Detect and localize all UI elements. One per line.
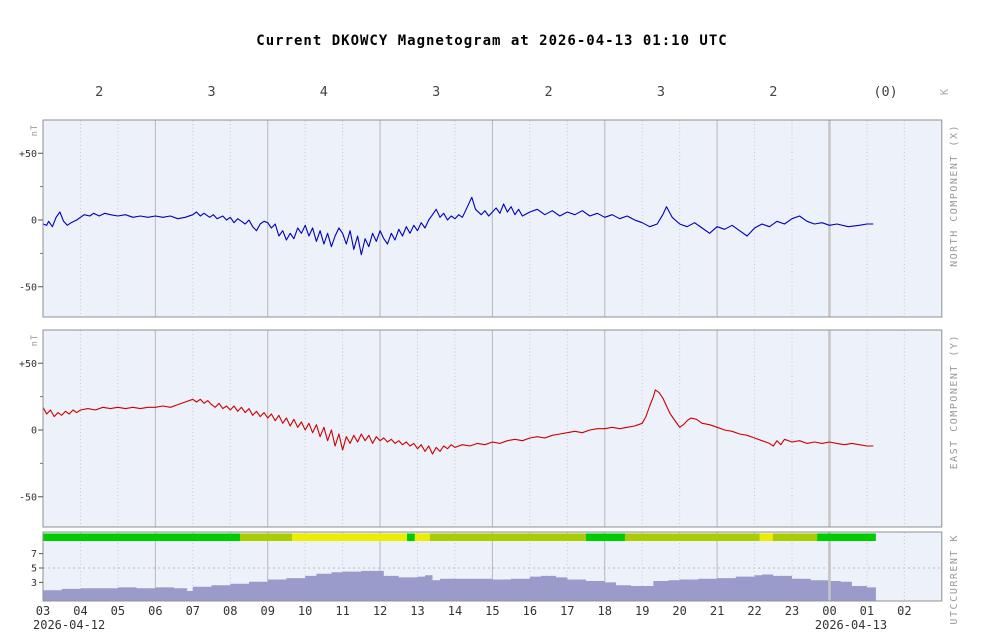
k-index-value: 4 bbox=[320, 84, 328, 100]
k-color-bar-segment-yellow-green bbox=[772, 533, 818, 541]
x-hour-label: 21 bbox=[710, 604, 724, 618]
date-label-right: 2026-04-13 bbox=[815, 618, 887, 632]
k-color-bar-segment-yellow bbox=[414, 533, 430, 541]
k-index-value: (0) bbox=[873, 84, 897, 100]
x-hour-label: 20 bbox=[672, 604, 686, 618]
y-tick-label: 0 bbox=[31, 426, 37, 437]
page-title: Current DKOWCY Magnetogram at 2026-04-13… bbox=[256, 33, 728, 49]
k-index-value: 3 bbox=[657, 84, 665, 100]
k-tick-label: 3 bbox=[31, 578, 37, 589]
x-hour-label: 06 bbox=[148, 604, 162, 618]
unit-label-nt: nT bbox=[30, 124, 40, 136]
date-label-left: 2026-04-12 bbox=[33, 618, 105, 632]
k-index-value: 2 bbox=[769, 84, 777, 100]
k-color-bar-segment-yellow bbox=[292, 533, 408, 541]
x-hour-label: 10 bbox=[298, 604, 312, 618]
x-hour-label: 17 bbox=[560, 604, 574, 618]
east_component_y-series-line bbox=[42, 389, 874, 455]
x-hour-label: 05 bbox=[111, 604, 125, 618]
k-color-bar-segment-green bbox=[817, 533, 876, 541]
k-tick-label: 7 bbox=[31, 549, 37, 560]
north_component_x-series-line bbox=[42, 196, 874, 256]
y-tick-label: -50 bbox=[19, 492, 37, 503]
y-tick-label: -50 bbox=[19, 282, 37, 293]
panel-border-current-k bbox=[42, 531, 943, 602]
x-hour-label: 07 bbox=[186, 604, 200, 618]
y-tick-label: +50 bbox=[19, 149, 37, 160]
k-color-bar-segment-yellow-green bbox=[624, 533, 760, 541]
x-hour-label: 08 bbox=[223, 604, 237, 618]
panel-side-label-east_component_y: EAST COMPONENT (Y) bbox=[949, 334, 960, 469]
k-tick-label: 5 bbox=[31, 564, 37, 575]
y-tick-label: +50 bbox=[19, 359, 37, 370]
k-color-bar-segment-yellow-green bbox=[239, 533, 293, 541]
panel-side-label-current-k: CURRENT K bbox=[949, 534, 960, 602]
x-hour-label: 11 bbox=[335, 604, 349, 618]
y-tick-label: 0 bbox=[31, 216, 37, 227]
x-hour-label: 18 bbox=[598, 604, 612, 618]
x-hour-label: 00 bbox=[822, 604, 836, 618]
current-k-area bbox=[43, 570, 876, 601]
k-color-bar-segment-green bbox=[586, 533, 625, 541]
x-hour-label: 16 bbox=[523, 604, 537, 618]
panel-border-east_component_y bbox=[42, 329, 943, 528]
x-hour-label: 15 bbox=[485, 604, 499, 618]
x-hour-label: 14 bbox=[448, 604, 462, 618]
x-hour-label: 09 bbox=[260, 604, 274, 618]
x-hour-label: 04 bbox=[73, 604, 87, 618]
x-hour-label: 22 bbox=[747, 604, 761, 618]
k-index-value: 2 bbox=[545, 84, 553, 100]
k-index-value: 3 bbox=[432, 84, 440, 100]
panel-border-north_component_x bbox=[42, 119, 943, 318]
k-index-value: 2 bbox=[95, 84, 103, 100]
x-hour-label: 03 bbox=[36, 604, 50, 618]
k-color-bar-segment-yellow bbox=[759, 533, 773, 541]
k-color-bar-segment-green bbox=[43, 533, 240, 541]
k-color-bar-segment-yellow-green bbox=[429, 533, 587, 541]
k-index-value: 3 bbox=[207, 84, 215, 100]
x-hour-label: 13 bbox=[410, 604, 424, 618]
unit-label-nt: nT bbox=[30, 334, 40, 346]
x-hour-label: 01 bbox=[860, 604, 874, 618]
x-hour-label: 12 bbox=[373, 604, 387, 618]
panel-side-label-north_component_x: NORTH COMPONENT (X) bbox=[949, 124, 960, 267]
utc-label: UTC bbox=[949, 602, 960, 625]
k-axis-label: K bbox=[939, 88, 951, 95]
x-hour-label: 19 bbox=[635, 604, 649, 618]
x-hour-label: 02 bbox=[897, 604, 911, 618]
k-color-bar-segment-green bbox=[407, 533, 415, 541]
x-hour-label: 23 bbox=[785, 604, 799, 618]
